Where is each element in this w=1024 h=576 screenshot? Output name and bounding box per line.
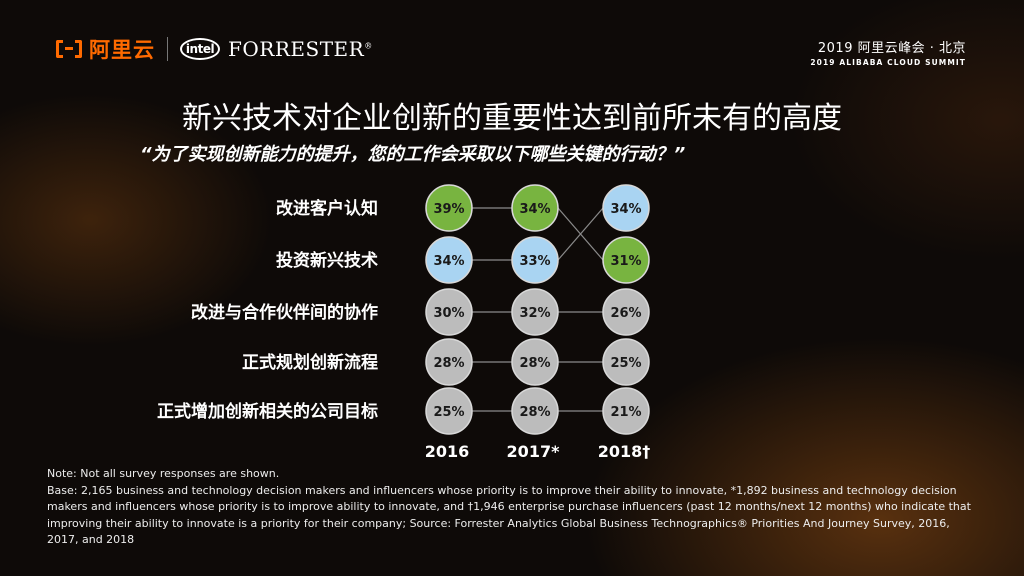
value-label: 28% xyxy=(519,356,550,371)
value-label: 28% xyxy=(433,356,464,371)
question-subtitle: “为了实现创新能力的提升，您的工作会采取以下哪些关键的行动？” xyxy=(140,144,686,165)
page-title: 新兴技术对企业创新的重要性达到前所未有的高度 xyxy=(182,101,842,136)
value-bubble xyxy=(602,338,650,386)
connector-line xyxy=(557,207,604,261)
row-label: 正式增加创新相关的公司目标 xyxy=(157,401,378,422)
value-label: 32% xyxy=(519,306,550,321)
value-bubble xyxy=(425,387,473,435)
event-title: 2019 阿里云峰会 · 北京 xyxy=(817,41,966,56)
forrester-logo: FORRESTER® xyxy=(228,37,373,61)
value-label: 33% xyxy=(519,254,550,269)
value-bubble xyxy=(602,387,650,435)
year-label: 2016 xyxy=(425,442,470,461)
value-bubble xyxy=(511,184,559,232)
value-bubble xyxy=(511,338,559,386)
event-subtitle: 2019 ALIBABA CLOUD SUMMIT xyxy=(810,58,966,67)
value-bubble xyxy=(425,236,473,284)
value-label: 34% xyxy=(433,254,464,269)
row-label: 投资新兴技术 xyxy=(276,250,378,271)
value-bubble xyxy=(425,184,473,232)
value-label: 25% xyxy=(433,405,464,420)
year-label: 2018† xyxy=(598,442,651,461)
value-label: 30% xyxy=(433,306,464,321)
value-bubble xyxy=(425,288,473,336)
footnote-note: Note: Not all survey responses are shown… xyxy=(47,467,280,480)
year-label: 2017* xyxy=(507,442,561,461)
value-label: 26% xyxy=(610,306,641,321)
value-label: 21% xyxy=(610,405,641,420)
footnote-base: Base: 2,165 business and technology deci… xyxy=(47,483,971,547)
value-label: 34% xyxy=(519,202,550,217)
event-badge: 2019 阿里云峰会 · 北京 2019 ALIBABA CLOUD SUMMI… xyxy=(810,37,966,67)
intel-logo-icon: intel xyxy=(180,38,220,60)
logo-bar: 阿里云 intel FORRESTER® xyxy=(56,34,373,64)
value-bubble xyxy=(602,288,650,336)
value-bubble xyxy=(425,338,473,386)
footnote: Note: Not all survey responses are shown… xyxy=(47,466,977,549)
value-label: 28% xyxy=(519,405,550,420)
row-label: 改进与合作伙伴间的协作 xyxy=(191,302,378,323)
alibaba-cloud-name: 阿里云 xyxy=(89,38,155,62)
logo-divider xyxy=(167,37,168,61)
value-label: 39% xyxy=(433,202,464,217)
value-bubble xyxy=(602,184,650,232)
value-bubble xyxy=(511,236,559,284)
value-bubble xyxy=(511,288,559,336)
value-label: 34% xyxy=(610,202,641,217)
row-label: 正式规划创新流程 xyxy=(242,352,378,373)
value-bubble xyxy=(602,236,650,284)
row-label: 改进客户认知 xyxy=(276,198,378,219)
value-bubble xyxy=(511,387,559,435)
value-label: 25% xyxy=(610,356,641,371)
alibaba-cloud-logo-icon xyxy=(56,40,82,58)
value-label: 31% xyxy=(610,254,641,269)
